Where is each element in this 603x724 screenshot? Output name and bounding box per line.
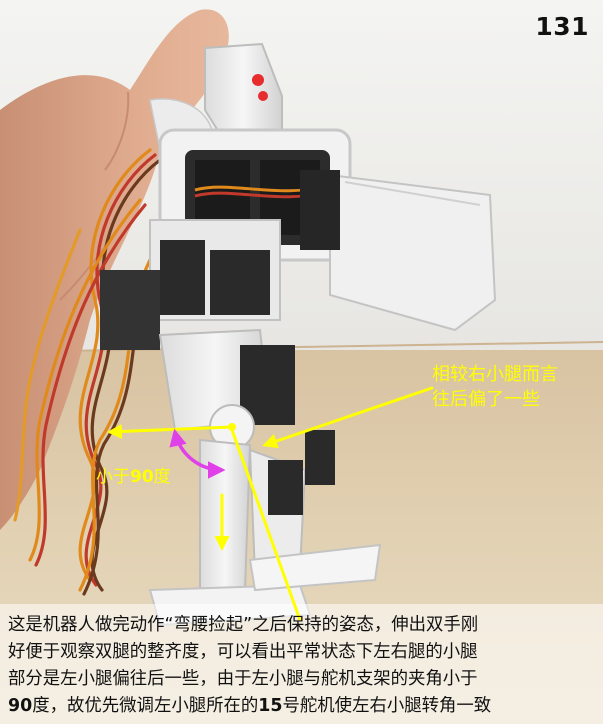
caption-line-4a: 度，故优先微调左小腿所在的 <box>32 696 259 716</box>
annotation-arrows <box>107 386 434 622</box>
right-leg-note: 相较右小腿而言 往后偏了一些 <box>432 362 558 412</box>
caption-line-4: 90度，故优先微调左小腿所在的15号舵机使左右小腿转角一致 <box>8 693 600 720</box>
angle-arc <box>169 428 226 479</box>
caption-line-2: 好便于观察双腿的整齐度，可以看出平常状态下左右腿的小腿 <box>8 642 478 662</box>
right-leg-note-line2: 往后偏了一些 <box>432 389 540 410</box>
caption-degree-number: 90 <box>8 696 33 716</box>
caption-servo-number: 15 <box>258 696 283 716</box>
angle-note-suffix: 度 <box>153 467 171 487</box>
angle-note-prefix: 小于 <box>96 467 130 487</box>
angle-note: 小于90度 <box>96 462 171 487</box>
caption-line-4b: 号舵机使左右小腿转角一致 <box>282 696 492 716</box>
right-leg-note-line1: 相较右小腿而言 <box>432 364 558 385</box>
caption-line-1: 这是机器人做完动作“弯腰捡起”之后保持的姿态，伸出双手刚 <box>8 615 479 635</box>
caption: 这是机器人做完动作“弯腰捡起”之后保持的姿态，伸出双手刚 好便于观察双腿的整齐度… <box>8 612 600 720</box>
angle-note-value: 90 <box>130 467 154 487</box>
caption-line-3: 部分是左小腿偏往后一些，由于左小腿与舵机支架的夹角小于 <box>8 669 478 689</box>
page-number: 131 <box>535 12 589 41</box>
